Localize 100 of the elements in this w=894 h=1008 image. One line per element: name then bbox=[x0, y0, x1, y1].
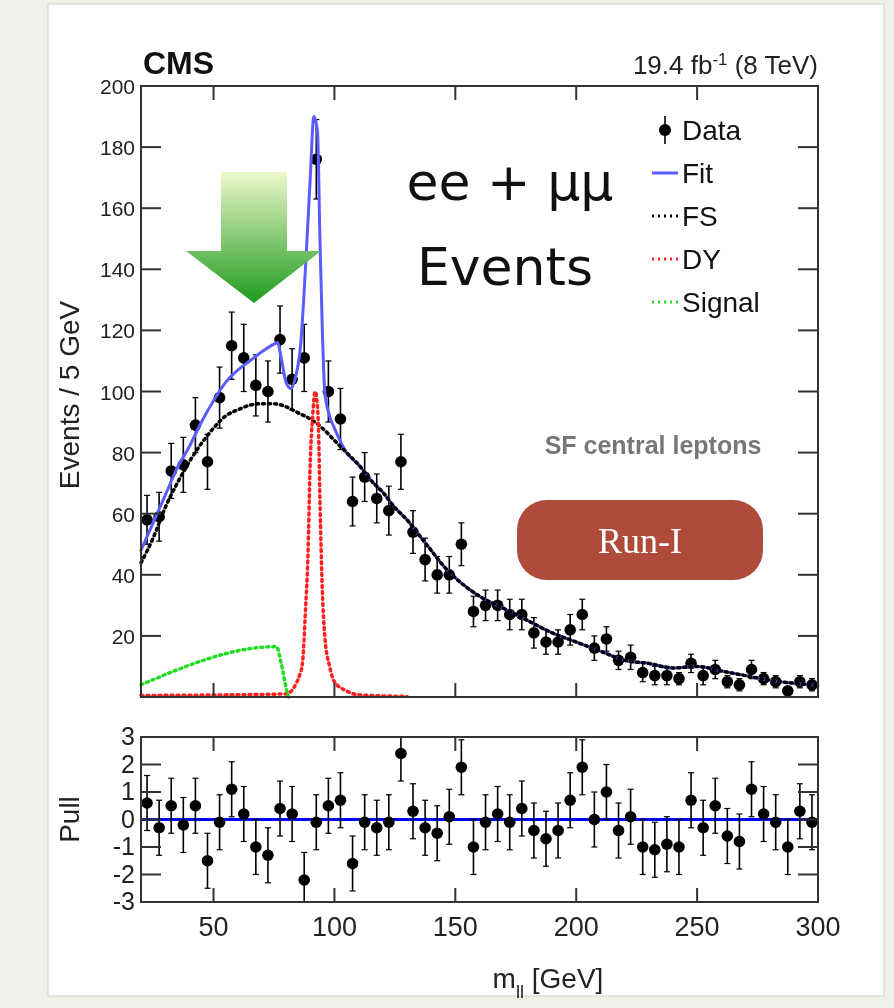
y-tick-label: 20 bbox=[111, 624, 135, 648]
point bbox=[298, 874, 311, 886]
point bbox=[552, 636, 564, 648]
point bbox=[757, 808, 770, 820]
y-axis-title: Events / 5 GeV bbox=[54, 300, 85, 490]
point bbox=[697, 669, 709, 682]
point bbox=[733, 835, 746, 848]
point bbox=[346, 857, 359, 870]
y-tick-label: 1 bbox=[121, 777, 135, 805]
point bbox=[370, 492, 383, 505]
point bbox=[334, 794, 347, 807]
annotation: Run-I bbox=[598, 521, 682, 561]
y-tick-label: 180 bbox=[99, 136, 135, 160]
point bbox=[455, 761, 468, 774]
point bbox=[467, 605, 480, 618]
point bbox=[274, 802, 286, 815]
point bbox=[661, 838, 673, 851]
point bbox=[395, 747, 407, 760]
point bbox=[636, 841, 649, 853]
point bbox=[250, 379, 262, 392]
point bbox=[419, 553, 431, 566]
y-tick-label: -2 bbox=[112, 859, 135, 888]
y-axis-title: Pull bbox=[54, 796, 85, 843]
point bbox=[552, 824, 564, 837]
x-axis-title: m$_{ll}$ [GeV] bbox=[492, 963, 604, 1002]
point bbox=[153, 821, 165, 834]
legend-label: FS bbox=[682, 201, 718, 232]
point bbox=[383, 816, 395, 829]
point bbox=[600, 633, 613, 645]
y-tick-label: 2 bbox=[121, 749, 135, 778]
line-series bbox=[139, 389, 409, 699]
point bbox=[576, 761, 589, 774]
point bbox=[467, 841, 480, 853]
point bbox=[794, 805, 806, 818]
point bbox=[431, 569, 443, 581]
point bbox=[564, 623, 576, 636]
point bbox=[649, 843, 661, 856]
point bbox=[322, 799, 335, 812]
point bbox=[334, 413, 347, 425]
point bbox=[673, 841, 685, 853]
x-tick-label: 150 bbox=[432, 912, 478, 942]
point bbox=[237, 352, 250, 364]
point bbox=[225, 783, 238, 796]
x-tick-label: 100 bbox=[311, 912, 357, 942]
point bbox=[516, 802, 528, 815]
point bbox=[177, 819, 190, 831]
legend-label: Data bbox=[682, 115, 742, 146]
legend-label: DY bbox=[682, 244, 722, 275]
y-tick-label: 120 bbox=[99, 319, 135, 343]
point bbox=[443, 810, 456, 823]
point bbox=[624, 810, 637, 823]
point bbox=[225, 339, 238, 352]
point bbox=[745, 783, 758, 796]
point bbox=[769, 816, 782, 829]
point bbox=[262, 385, 274, 398]
point bbox=[310, 816, 323, 829]
point bbox=[237, 808, 250, 820]
point bbox=[262, 849, 274, 862]
point bbox=[141, 797, 153, 809]
annotation: SF central leptons bbox=[544, 431, 762, 459]
legend-label: Signal bbox=[682, 287, 760, 318]
point bbox=[528, 627, 540, 639]
point bbox=[431, 827, 443, 840]
chart-title: CMS bbox=[143, 45, 215, 81]
point bbox=[491, 808, 504, 820]
point bbox=[564, 794, 576, 807]
point bbox=[649, 669, 661, 682]
point bbox=[455, 538, 468, 551]
y-tick-label: 0 bbox=[121, 804, 135, 833]
y-tick-label: 160 bbox=[99, 197, 135, 221]
chart-subtitle: 19.4 fb$^{-1}$ (8 TeV) bbox=[632, 49, 818, 80]
point bbox=[286, 808, 298, 820]
point bbox=[370, 821, 383, 834]
point bbox=[661, 669, 673, 682]
point bbox=[685, 794, 697, 807]
point bbox=[250, 841, 262, 853]
point bbox=[697, 821, 709, 834]
point bbox=[419, 821, 431, 834]
point bbox=[612, 824, 625, 837]
point bbox=[395, 455, 407, 468]
y-tick-label: 140 bbox=[99, 258, 135, 282]
point bbox=[721, 830, 734, 842]
point bbox=[600, 786, 613, 798]
point bbox=[588, 813, 601, 826]
point bbox=[383, 504, 395, 517]
point bbox=[201, 455, 214, 468]
y-tick-label: 200 bbox=[99, 75, 135, 98]
point bbox=[189, 799, 202, 812]
annotation: Events bbox=[416, 237, 594, 297]
annotation: ee + μμ bbox=[406, 152, 614, 212]
y-tick-label: 80 bbox=[111, 441, 135, 465]
y-tick-label: 3 bbox=[121, 722, 135, 750]
x-tick-label: 250 bbox=[674, 912, 720, 942]
point bbox=[709, 799, 722, 812]
point bbox=[141, 514, 153, 526]
point bbox=[358, 816, 371, 829]
x-tick-label: 200 bbox=[553, 912, 599, 942]
y-tick-label: 40 bbox=[111, 563, 135, 587]
point bbox=[540, 636, 552, 648]
point bbox=[636, 666, 649, 679]
